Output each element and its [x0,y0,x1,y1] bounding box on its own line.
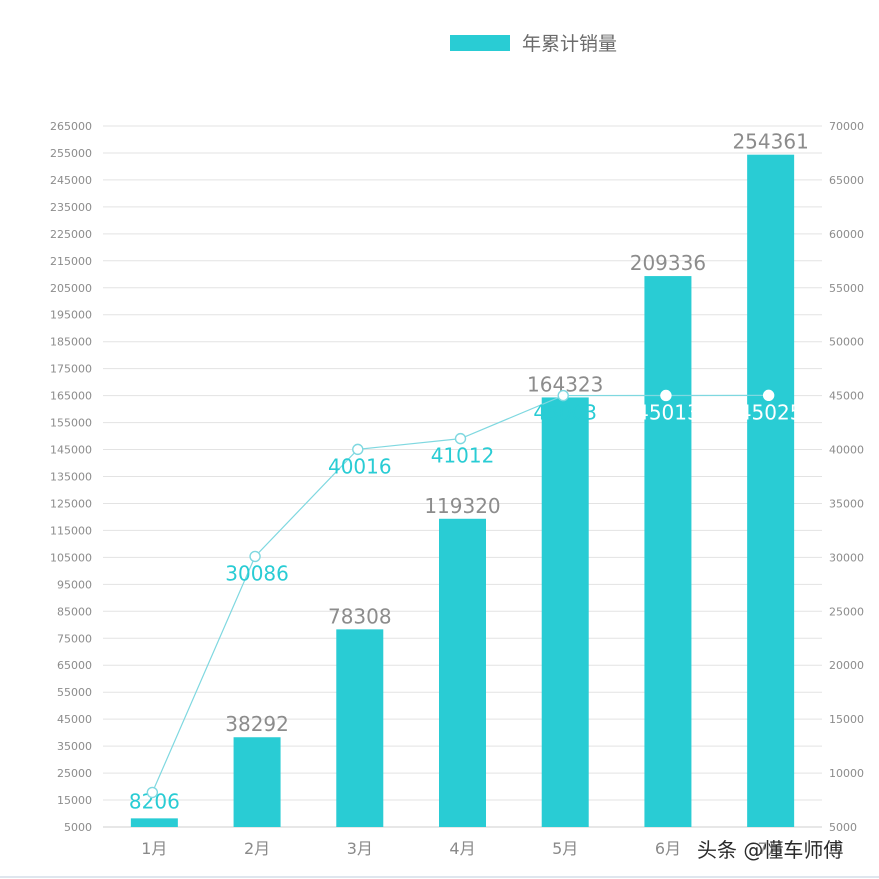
line-point [557,389,569,402]
x-tick-label: 5月 [552,839,578,858]
line-value-label: 45025 [739,400,803,424]
right-tick-label: 30000 [829,551,864,564]
x-axis: 1月 2月 3月 4月 5月 6月 7月 [141,839,783,858]
left-tick-label: 85000 [57,605,92,618]
left-tick-label: 75000 [57,632,92,645]
legend-swatch [450,34,510,51]
left-tick-label: 255000 [50,147,92,160]
right-tick-label: 70000 [829,120,864,133]
right-tick-label: 55000 [829,282,864,295]
left-tick-label: 45000 [57,713,92,726]
left-tick-label: 55000 [57,686,92,699]
line-point [352,443,364,456]
bar-value-label: 254361 [732,130,808,154]
x-tick-label: 7月 [758,839,784,858]
watermark: 头条 @懂车师傅 [697,838,844,862]
line-value-label: 45003 [533,401,597,425]
left-tick-label: 65000 [57,659,92,672]
bar-value-label: 209336 [630,251,706,275]
left-tick-label: 125000 [50,497,92,510]
line-value-label: 30086 [225,561,289,585]
bar-value-label: 38292 [225,712,289,736]
bar-value-label: 78308 [328,604,392,628]
left-tick-label: 105000 [50,551,92,564]
left-tick-label: 25000 [57,767,92,780]
x-tick-label: 4月 [449,839,475,858]
bar [130,818,178,827]
right-tick-label: 65000 [829,174,864,187]
right-tick-label: 40000 [829,444,864,457]
left-tick-label: 165000 [50,390,92,403]
chart-legend[interactable]: 年累计销量 [450,29,617,56]
x-tick-label: 2月 [244,839,270,858]
left-axis: 5000 15000 25000 35000 45000 55000 65000 75000 8… [50,120,92,834]
line-value-label: 45013 [636,400,700,424]
legend-label: 年累计销量 [522,33,618,55]
left-tick-label: 175000 [50,363,92,376]
left-tick-label: 115000 [50,524,92,537]
bar-value-label: 119320 [424,494,500,518]
line-point [249,550,261,563]
right-tick-label: 25000 [829,605,864,618]
bottom-divider [0,876,879,878]
left-tick-label: 245000 [50,174,92,187]
right-tick-label: 60000 [829,228,864,241]
left-tick-label: 185000 [50,336,92,349]
left-tick-label: 145000 [50,444,92,457]
right-tick-label: 20000 [829,659,864,672]
right-tick-label: 5000 [829,821,857,834]
left-tick-label: 215000 [50,255,92,268]
bar [644,276,692,827]
left-tick-label: 205000 [50,282,92,295]
x-tick-label: 1月 [141,839,167,858]
line-point [660,389,672,402]
right-tick-label: 45000 [829,390,864,403]
bar [233,737,281,827]
bar [439,518,486,827]
line-point [762,389,775,402]
right-tick-label: 10000 [829,767,864,780]
line-value-label: 40016 [328,454,392,478]
x-tick-label: 3月 [347,839,373,858]
left-tick-label: 225000 [50,228,92,241]
bar [541,397,589,827]
bar [747,154,795,827]
left-tick-label: 15000 [57,794,92,807]
right-tick-label: 15000 [829,713,864,726]
line-value-label: 41012 [431,444,495,468]
right-tick-label: 50000 [829,336,864,349]
left-tick-label: 195000 [50,309,92,322]
right-tick-label: 35000 [829,497,864,510]
left-tick-label: 135000 [50,471,92,484]
line-point [146,786,159,799]
x-tick-label: 6月 [655,839,681,858]
left-tick-label: 95000 [57,578,92,591]
left-tick-label: 35000 [57,740,92,753]
left-tick-label: 5000 [64,821,92,834]
bar [336,629,384,827]
left-tick-label: 265000 [50,120,92,133]
left-tick-label: 235000 [50,201,92,214]
line-point [454,432,467,445]
left-tick-label: 155000 [50,417,92,430]
right-axis: 5000 10000 15000 20000 25000 30000 35000 40000 4… [829,120,864,834]
line-series: 30086 40016 41012 45003 45013 45025 [146,389,803,799]
